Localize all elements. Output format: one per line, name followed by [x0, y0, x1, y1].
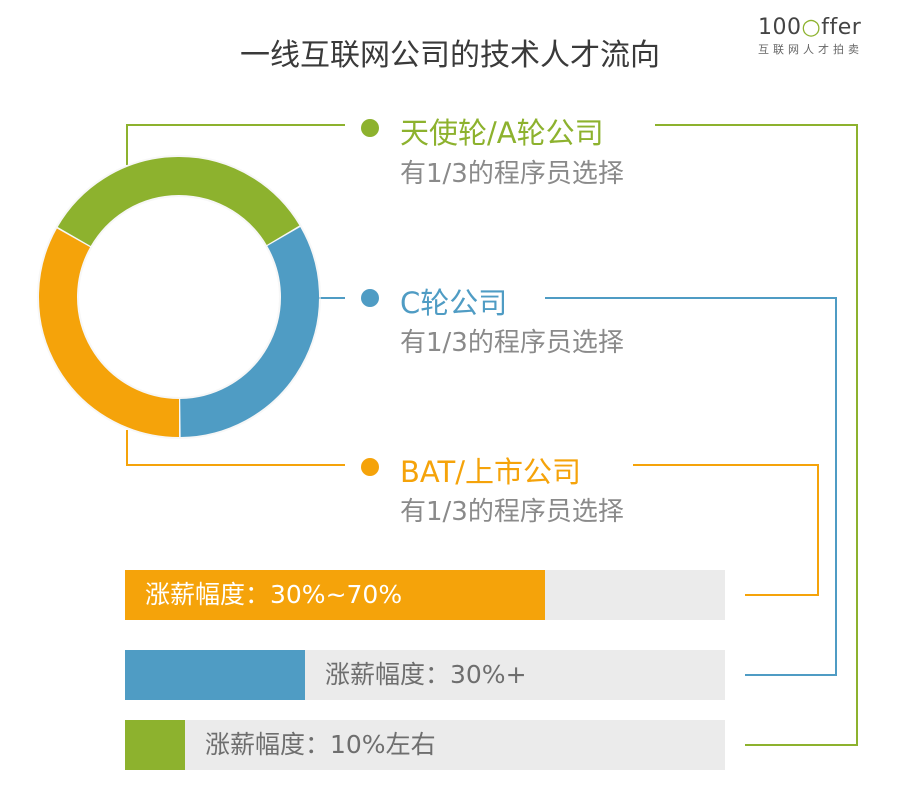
blue-connector-right	[545, 297, 837, 676]
bar-fill-angel	[125, 720, 185, 770]
brand-logo: 100○ffer 互联网人才拍卖	[758, 15, 870, 57]
logo-tagline: 互联网人才拍卖	[758, 43, 863, 56]
legend-label-angel: 天使轮/A轮公司	[400, 116, 604, 150]
legend-desc-c-round: 有1/3的程序员选择	[400, 328, 624, 358]
legend-label-c-round: C轮公司	[400, 286, 508, 320]
bar-track-angel	[125, 720, 725, 770]
bar-fill-bat	[125, 570, 545, 620]
green-connector-left	[126, 124, 345, 165]
orange-connector-right	[633, 464, 819, 596]
donut-chart	[39, 157, 319, 437]
legend-label-bat: BAT/上市公司	[400, 455, 581, 489]
donut-slice-angel	[57, 157, 300, 247]
legend-desc-bat: 有1/3的程序员选择	[400, 497, 624, 527]
legend-dot-blue	[361, 289, 379, 307]
legend-dot-orange	[361, 458, 379, 476]
donut-slice-bat	[39, 228, 180, 437]
bar-label-angel: 涨薪幅度：10%左右	[205, 730, 436, 759]
bar-label-c-round: 涨薪幅度：30%+	[325, 660, 527, 689]
orange-connector-left	[126, 430, 345, 466]
legend-desc-angel: 有1/3的程序员选择	[400, 159, 624, 189]
legend-dot-green	[361, 119, 379, 137]
page-title: 一线互联网公司的技术人才流向	[240, 38, 660, 73]
green-connector-right	[655, 124, 858, 746]
donut-slice-c-round	[179, 227, 319, 437]
bar-fill-c-round	[125, 650, 305, 700]
bar-label-bat: 涨薪幅度：30%~70%	[145, 580, 403, 609]
